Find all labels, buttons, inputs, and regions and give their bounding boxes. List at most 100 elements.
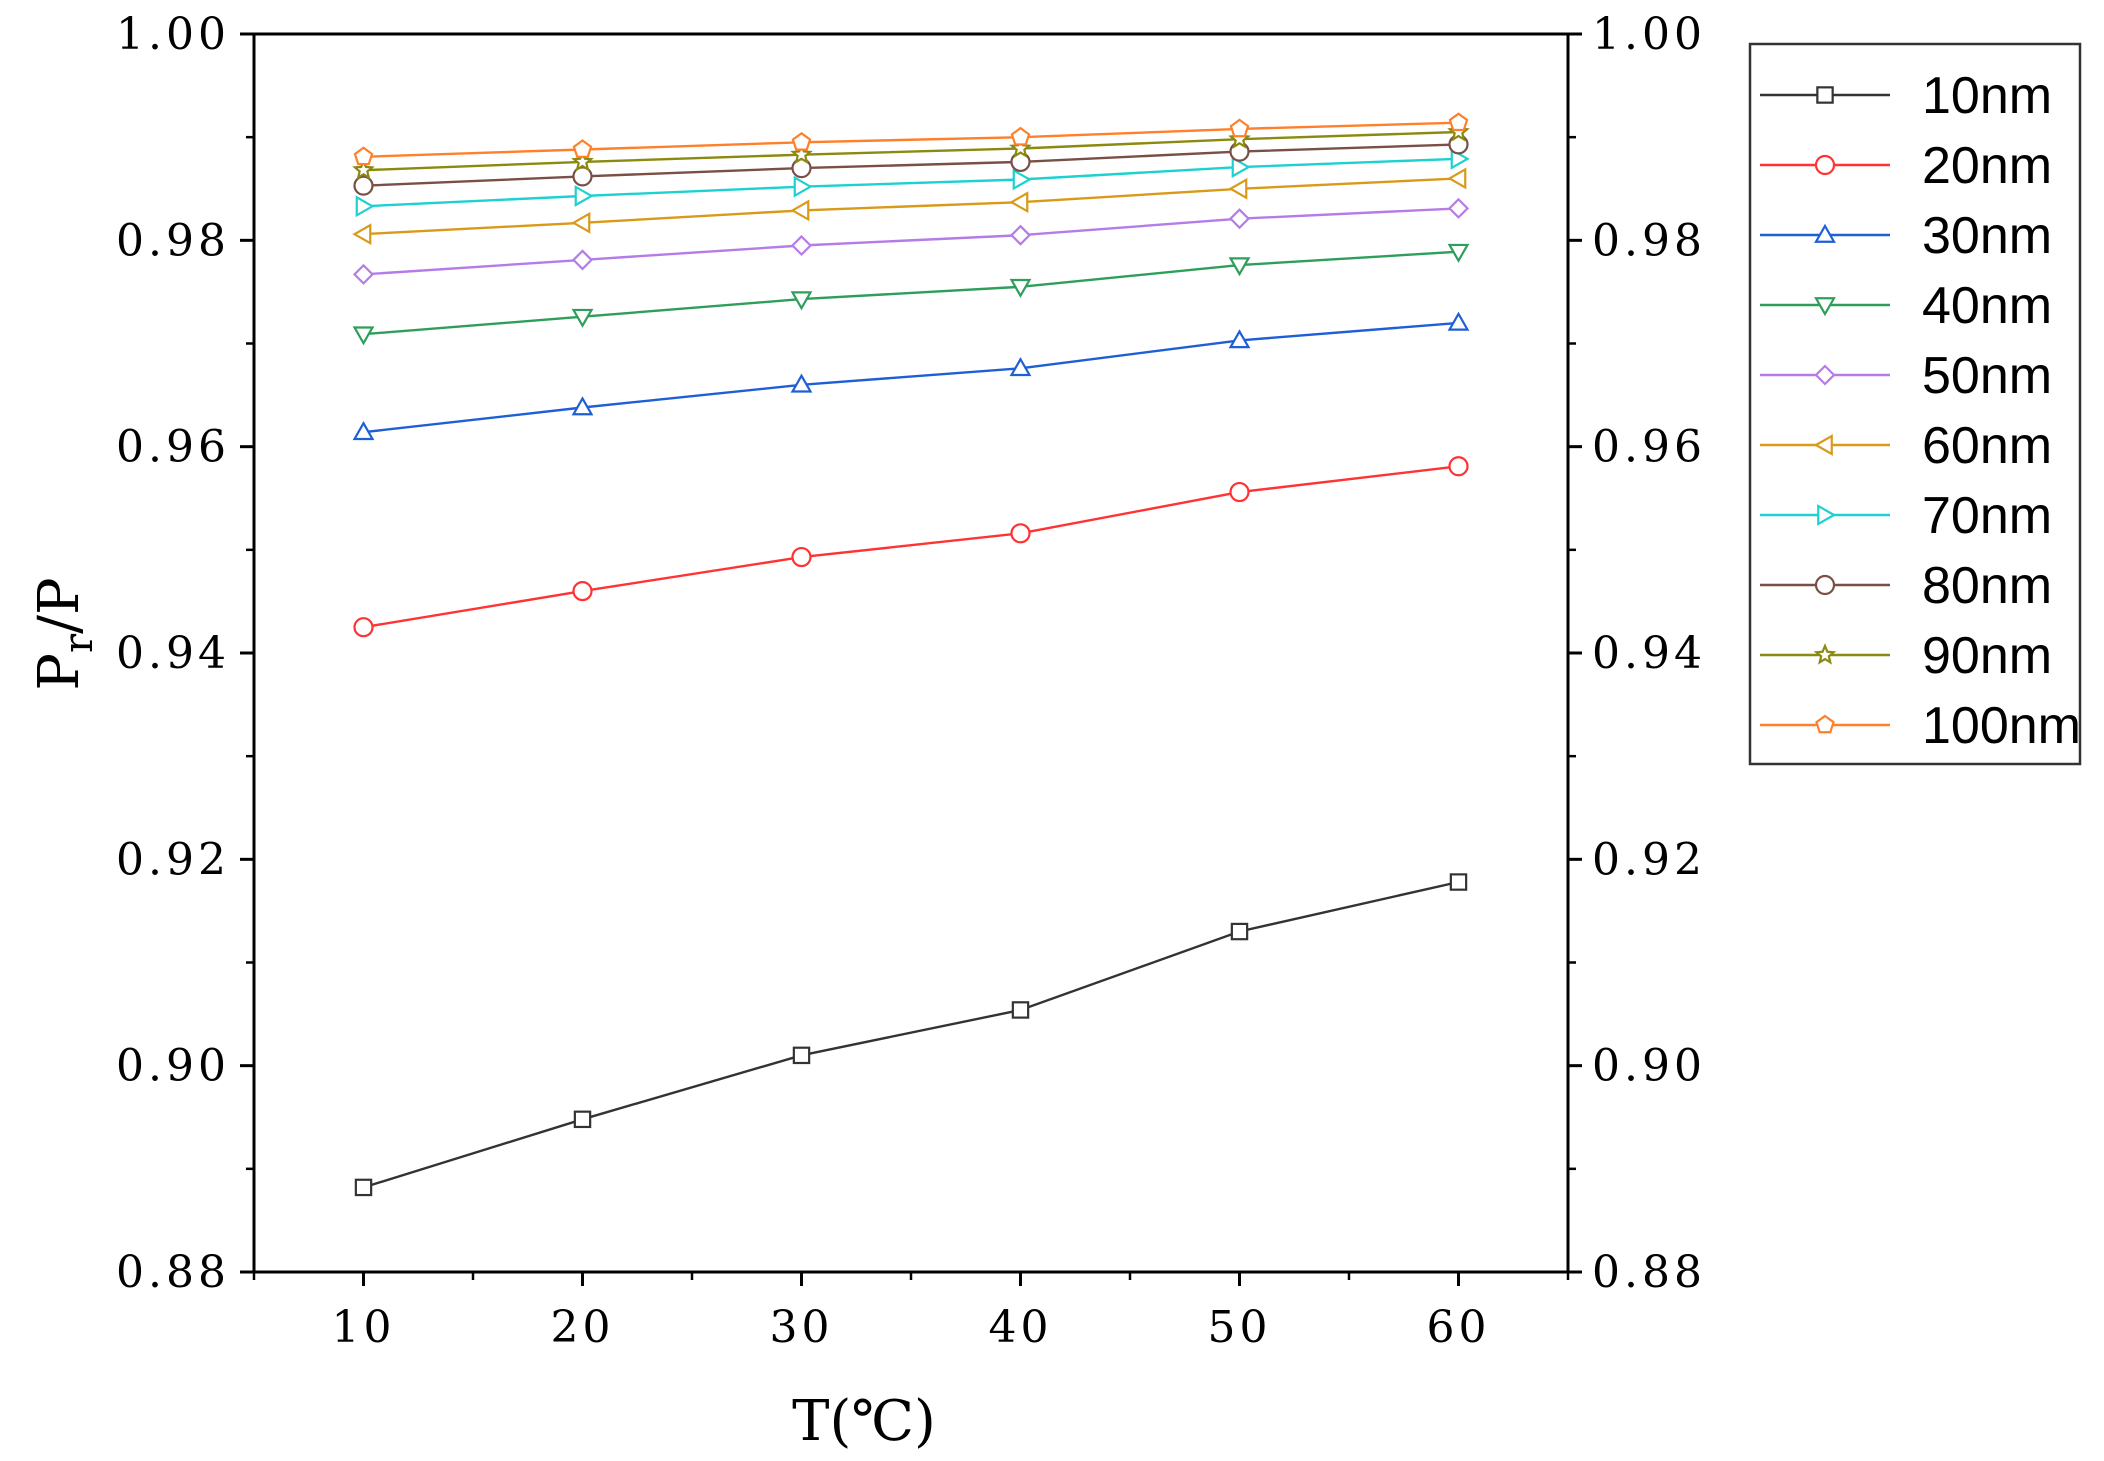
series-layer bbox=[352, 112, 1470, 1197]
data-point bbox=[790, 142, 813, 165]
data-point bbox=[791, 546, 812, 568]
y-tick-label-right: 0.88 bbox=[1592, 1247, 1706, 1298]
data-point bbox=[1228, 177, 1248, 200]
data-point bbox=[1448, 456, 1469, 477]
legend-item-90nm: 90nm bbox=[1760, 627, 2052, 685]
data-point bbox=[572, 580, 593, 602]
legend-marker bbox=[1817, 504, 1837, 526]
legend-label: 80nm bbox=[1922, 557, 2052, 615]
legend-label: 10nm bbox=[1922, 67, 2052, 125]
y-axis-title-tail: /P bbox=[27, 577, 92, 634]
data-point bbox=[571, 308, 594, 328]
legend-item-70nm: 70nm bbox=[1760, 487, 2052, 545]
y-axis-left: 0.88 0.90 0.92 0.94 0.96 0.98 1.00 bbox=[116, 9, 254, 1298]
series-40nm bbox=[352, 243, 1470, 346]
legend-item-60nm: 60nm bbox=[1760, 417, 2052, 475]
data-point bbox=[353, 175, 374, 196]
data-point bbox=[574, 185, 594, 207]
data-point bbox=[352, 263, 375, 285]
legend: 10nm 20nm 30nm 40nm 50nm 60nm 70nm 80nm 90nm 100n… bbox=[1748, 42, 2082, 766]
data-point bbox=[571, 249, 594, 271]
data-point bbox=[572, 166, 593, 187]
x-tick-label: 50 bbox=[1208, 1302, 1272, 1353]
data-point bbox=[1447, 243, 1470, 263]
data-point bbox=[790, 373, 813, 393]
series-line bbox=[363, 143, 1459, 187]
series-90nm bbox=[352, 120, 1470, 180]
data-point bbox=[354, 1178, 373, 1197]
y-axis-title-main: P bbox=[27, 653, 92, 691]
data-point bbox=[790, 291, 813, 311]
legend-item-30nm: 30nm bbox=[1760, 207, 2052, 265]
legend-item-50nm: 50nm bbox=[1760, 347, 2052, 405]
data-point bbox=[1228, 329, 1251, 349]
data-point bbox=[1009, 224, 1032, 246]
legend-item-20nm: 20nm bbox=[1760, 137, 2052, 195]
data-point bbox=[1009, 278, 1032, 298]
data-point bbox=[791, 131, 812, 151]
x-tick-label: 20 bbox=[551, 1302, 615, 1353]
y-tick-label-right: 0.92 bbox=[1592, 834, 1706, 885]
series-line bbox=[363, 250, 1459, 336]
data-point bbox=[1229, 118, 1250, 138]
data-point bbox=[1009, 357, 1032, 377]
legend-label: 40nm bbox=[1922, 277, 2052, 335]
legend-marker bbox=[1816, 86, 1834, 104]
data-point bbox=[1231, 156, 1251, 178]
data-point bbox=[1230, 922, 1249, 941]
data-point bbox=[793, 175, 813, 198]
data-point bbox=[1447, 197, 1470, 219]
data-point bbox=[1449, 873, 1468, 891]
legend-label: 70nm bbox=[1922, 487, 2052, 545]
data-point bbox=[352, 223, 372, 246]
legend-marker bbox=[1813, 643, 1837, 665]
y-tick-label-left: 1.00 bbox=[116, 9, 230, 60]
y-tick-label-right: 0.96 bbox=[1592, 422, 1706, 473]
data-point bbox=[1228, 208, 1251, 230]
data-point bbox=[1448, 134, 1469, 155]
data-point bbox=[571, 396, 594, 416]
x-axis: 10 20 30 40 50 60 bbox=[332, 1272, 1491, 1353]
legend-label: 20nm bbox=[1922, 137, 2052, 195]
data-point bbox=[1229, 141, 1250, 162]
legend-marker bbox=[1814, 574, 1836, 596]
data-point bbox=[1012, 168, 1032, 191]
data-point bbox=[1447, 167, 1467, 190]
x-tick-label: 60 bbox=[1427, 1302, 1491, 1353]
legend-marker bbox=[1814, 154, 1836, 176]
legend-item-80nm: 80nm bbox=[1760, 557, 2052, 615]
data-point bbox=[1228, 127, 1251, 149]
y-tick-label-right: 0.90 bbox=[1592, 1041, 1706, 1092]
data-point bbox=[352, 158, 375, 180]
legend-marker bbox=[1814, 364, 1836, 386]
data-point bbox=[1228, 257, 1251, 277]
data-point bbox=[352, 326, 375, 346]
series-line bbox=[363, 465, 1459, 629]
data-point bbox=[790, 234, 813, 257]
series-60nm bbox=[352, 167, 1467, 246]
data-point bbox=[353, 617, 374, 638]
minor-ticks bbox=[246, 135, 1576, 1280]
series-50nm bbox=[352, 197, 1470, 285]
series-line bbox=[363, 130, 1459, 172]
x-tick-label: 10 bbox=[332, 1302, 396, 1353]
legend-marker bbox=[1814, 297, 1836, 317]
series-80nm bbox=[353, 134, 1469, 196]
y-axis-right: 0.88 0.90 0.92 0.94 0.96 0.98 1.00 bbox=[1568, 9, 1706, 1298]
legend-item-100nm: 100nm bbox=[1760, 697, 2081, 755]
legend-marker bbox=[1814, 223, 1836, 243]
y-tick-label-right: 1.00 bbox=[1592, 9, 1706, 60]
y-axis-title-subscript: r bbox=[56, 633, 102, 653]
data-point bbox=[355, 195, 375, 218]
series-line bbox=[363, 177, 1459, 236]
data-point bbox=[792, 1046, 811, 1065]
x-tick-label: 30 bbox=[770, 1302, 834, 1353]
legend-item-40nm: 40nm bbox=[1760, 277, 2052, 335]
series-100nm bbox=[353, 112, 1469, 166]
series-10nm bbox=[354, 873, 1468, 1197]
data-point bbox=[790, 199, 810, 222]
data-point bbox=[573, 1110, 592, 1129]
y-tick-label-right: 0.98 bbox=[1592, 215, 1706, 266]
